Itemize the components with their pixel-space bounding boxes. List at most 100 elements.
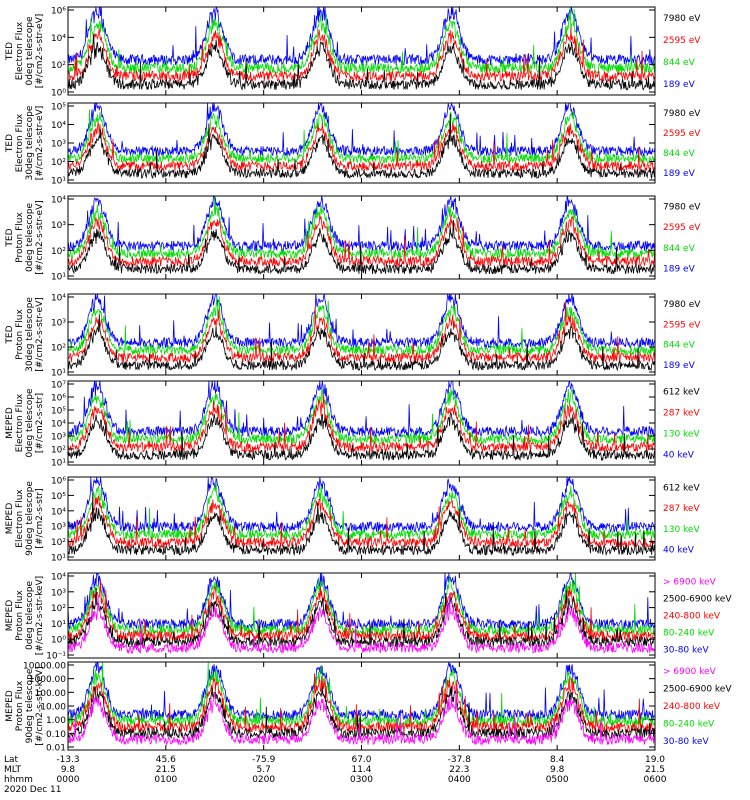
y-axis-label-line: [#/cm2-s-str-keV] — [35, 576, 45, 655]
date-label: 2020 Dec 11 — [4, 785, 62, 795]
series-line-3 — [68, 109, 655, 165]
y-axis-label-line: 90deg telescope — [25, 481, 35, 556]
x-tick-label: 0300 — [350, 775, 373, 785]
series-line-3 — [68, 7, 655, 75]
legend-entry: 844 eV — [663, 244, 696, 254]
x-tick-label: 22.3 — [449, 765, 469, 775]
panel-2-series — [68, 103, 655, 180]
y-axis-label-line: Electron Flux — [15, 113, 25, 172]
y-axis-label-line: [#/cm2-s-str-eV] — [35, 297, 45, 372]
series-line-4 — [68, 662, 655, 728]
panel-3-series — [68, 196, 655, 275]
legend-entry: 2595 eV — [663, 129, 701, 139]
legend-entry: 2595 eV — [663, 223, 701, 233]
y-axis-label-line: 30deg telescope — [25, 105, 35, 180]
legend-entry: 612 keV — [663, 388, 700, 398]
y-tick-label: 10³ — [51, 319, 66, 329]
legend-entry: 130 keV — [663, 525, 700, 535]
y-tick-label: 10⁶ — [51, 477, 66, 487]
y-tick-label: 10⁶ — [51, 394, 66, 404]
y-tick-label: 100.00 — [35, 689, 67, 699]
series-line-4 — [68, 294, 655, 349]
y-axis-label: TED Electron Flux 30deg telescope [#/cm2-s-… — [5, 105, 45, 180]
legend-entry: 844 eV — [663, 341, 696, 351]
y-tick-label: 10⁴ — [51, 196, 66, 206]
legend-entry: 2595 eV — [663, 320, 701, 330]
y-tick-label: 10⁰ — [51, 89, 66, 99]
x-tick-label: 45.6 — [156, 755, 176, 765]
panel-1: 10⁰ 10² 10⁴ 10⁶ TED Electron Flux 0deg telesco… — [5, 6, 701, 99]
legend-entry: 287 keV — [663, 409, 700, 419]
y-tick-label: 10² — [51, 446, 66, 456]
legend-entry: > 6900 keV — [663, 667, 717, 677]
y-axis-label-line: Proton Flux — [15, 590, 25, 641]
legend-entry: 130 keV — [663, 430, 700, 440]
legend-entry: 40 keV — [663, 451, 695, 461]
x-tick-label: 21.5 — [645, 765, 665, 775]
legend-entry: 287 keV — [663, 504, 700, 514]
legend-entry: 240-800 keV — [663, 612, 721, 622]
y-tick-label: 10⁴ — [51, 573, 66, 583]
panel-5: 10¹ 10² 10³ 10⁴ 10⁵ 10⁶ 10⁷ MEPED Electron Flux 0… — [5, 380, 700, 469]
y-tick-label: 10⁻¹ — [46, 652, 66, 662]
series-line-3 — [68, 482, 655, 541]
x-tick-label: -13.3 — [56, 755, 79, 765]
series-line-5 — [68, 662, 655, 721]
y-tick-label: 10⁰ — [51, 636, 66, 646]
y-axis-label: MEPED Electron Flux 90deg telescope [#/cm2-… — [5, 481, 45, 556]
x-tick-label: 21.5 — [156, 765, 176, 775]
y-tick-label: 10000.00 — [23, 662, 66, 672]
y-tick-label: 10⁵ — [51, 103, 66, 113]
y-tick-label: 1000.00 — [29, 675, 66, 685]
panel-4: 10¹ 10² 10³ 10⁴ TED Proton Flux 30deg telescop… — [5, 293, 701, 379]
y-tick-label: 10⁴ — [51, 34, 66, 44]
y-tick-label: 1.00 — [46, 716, 66, 726]
y-tick-label: 0.10 — [46, 730, 66, 740]
y-tick-label: 10⁷ — [51, 381, 66, 391]
y-axis-label: MEPED Proton Flux 0deg telescope [#/cm2-s-s… — [5, 576, 45, 655]
y-axis-label-line: [#/cm2-s-str] — [35, 393, 45, 453]
panel-8: 10000.001000.00100.0010.001.000.100.01ME… — [5, 661, 732, 754]
x-tick-label: 0400 — [448, 775, 471, 785]
y-tick-label: 10⁵ — [51, 407, 66, 417]
x-tick-label: -37.8 — [448, 755, 472, 765]
panel-1-series — [68, 7, 655, 91]
x-tick-label: 0500 — [546, 775, 569, 785]
x-tick-label: 11.4 — [351, 765, 371, 775]
x-axis-row-label: MLT — [4, 765, 22, 775]
y-axis-label: TED Proton Flux 30deg telescope [#/cm2-s-st… — [5, 297, 45, 372]
y-tick-label: 10² — [51, 247, 66, 257]
legend-entry: 80-240 keV — [663, 720, 715, 730]
y-tick-label: 10⁴ — [51, 294, 66, 304]
y-axis-label-line: TED — [5, 134, 15, 153]
y-axis-label-line: TED — [5, 228, 15, 247]
y-axis-label: MEPED Electron Flux 0deg telescope [#/cm2-s… — [5, 388, 45, 458]
series-line-3 — [68, 673, 655, 734]
panel-2: 10¹ 10² 10³ 10⁴ 10⁵ TED Electron Flux 30deg tel… — [5, 102, 701, 187]
y-axis-label-line: MEPED — [5, 690, 15, 722]
legend-entry: 7980 eV — [663, 300, 701, 310]
y-tick-label: 10³ — [51, 221, 66, 231]
panel-5-series — [68, 381, 655, 462]
y-tick-label: 10² — [51, 604, 66, 614]
y-axis-label-line: 0deg telescope — [25, 388, 35, 458]
y-tick-label: 10¹ — [51, 459, 66, 469]
y-axis-label-line: 0deg telescope — [25, 16, 35, 86]
series-line-1 — [68, 34, 655, 91]
x-tick-label: 0100 — [154, 775, 177, 785]
y-axis-label: TED Electron Flux 0deg telescope [#/cm2-s-s… — [5, 14, 45, 89]
series-line-1 — [68, 314, 655, 372]
y-axis-label-line: Proton Flux — [15, 309, 25, 360]
legend-entry: 240-800 keV — [663, 702, 721, 712]
series-line-1 — [68, 492, 655, 557]
series-line-3 — [68, 196, 655, 260]
y-axis-label-line: MEPED — [5, 407, 15, 439]
x-tick-label: 9.8 — [550, 765, 565, 775]
y-tick-label: 10⁶ — [51, 7, 66, 17]
y-axis-label: MEPED Proton Flux 90deg telescope [#/cm2-s-… — [5, 666, 45, 745]
panel-6-series — [68, 477, 655, 557]
panel-frame — [67, 380, 656, 466]
y-axis-label-line: Proton Flux — [15, 680, 25, 731]
